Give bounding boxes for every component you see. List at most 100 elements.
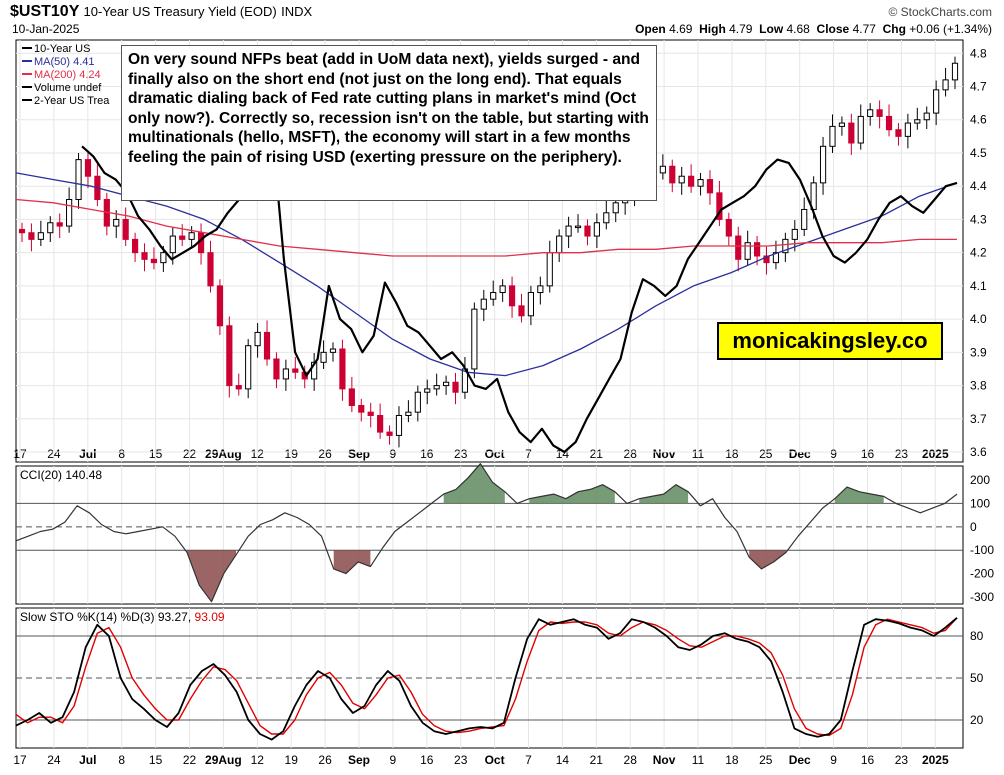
price-candle-body: [490, 292, 497, 300]
price-candle-body: [367, 411, 374, 416]
x-tick-label-bottom: 21: [590, 753, 604, 767]
close-label: Close: [816, 22, 850, 36]
x-tick-label-bottom: 17: [13, 753, 27, 767]
price-candle-body: [339, 348, 346, 390]
price-candle-body: [122, 218, 129, 240]
price-candle-body: [838, 122, 846, 127]
price-candle-body: [556, 235, 563, 254]
price-candle-body: [179, 235, 186, 240]
x-tick-label: Jul: [79, 447, 96, 461]
x-tick-label: 28: [624, 447, 638, 461]
ma200-line: [15, 198, 957, 257]
price-candle-body: [18, 228, 26, 234]
price-candle-body: [188, 232, 195, 240]
brand-label: © StockCharts.com: [888, 5, 992, 19]
x-tick-label-bottom: 29Aug: [205, 753, 242, 767]
close-value: 4.77: [852, 22, 876, 36]
x-tick-label-bottom: Jul: [79, 753, 96, 767]
price-candle-body: [706, 179, 714, 194]
x-tick-label-bottom: 24: [47, 753, 61, 767]
x-tick-label: 24: [47, 447, 61, 461]
price-candle-body: [113, 218, 120, 227]
x-tick-label-bottom: 22: [183, 753, 197, 767]
x-tick-label-bottom: 25: [759, 753, 773, 767]
price-candle-body: [584, 225, 591, 237]
price-candle-body: [452, 381, 459, 393]
x-tick-label: 22: [183, 447, 197, 461]
x-tick-label-bottom: 2025: [922, 753, 949, 767]
price-y-tick: 3.9: [970, 345, 987, 359]
x-tick-label: Oct: [485, 447, 505, 461]
price-candle-body: [235, 385, 242, 390]
price-candle-body: [480, 298, 487, 310]
price-candle-body: [329, 348, 337, 353]
x-tick-label: 19: [285, 447, 299, 461]
price-candle-body: [216, 285, 224, 327]
price-candle-body: [923, 112, 930, 121]
exchange-label: INDX: [281, 4, 313, 19]
two-year-line: [81, 85, 958, 454]
price-candle-body: [810, 182, 817, 210]
x-tick-label: 21: [590, 447, 604, 461]
price-candle-body: [414, 391, 421, 413]
x-tick-label: 29Aug: [205, 447, 242, 461]
x-tick-label: Dec: [789, 447, 811, 461]
price-candle-body: [565, 225, 572, 237]
cci-fill-positive: [639, 484, 689, 504]
price-y-tick: 4.1: [970, 279, 987, 293]
price-candle-body: [725, 218, 732, 237]
x-tick-label: 2025: [922, 447, 949, 461]
price-candle-body: [914, 119, 921, 124]
x-tick-label: 16: [420, 447, 434, 461]
price-candle-body: [772, 252, 780, 264]
x-tick-label: 9: [830, 447, 837, 461]
chg-label: Chg: [882, 22, 906, 36]
ma50-line: [15, 172, 958, 377]
price-candle-body: [933, 89, 940, 114]
price-y-tick: 4.4: [970, 179, 987, 193]
price-candle-body: [207, 252, 214, 287]
cci-fill-positive: [834, 487, 884, 504]
price-candle-body: [150, 258, 158, 264]
price-candle-body: [75, 159, 82, 200]
price-candle-body: [471, 308, 478, 370]
legend-volume-label: Volume undef: [34, 82, 102, 94]
x-tick-label: 15: [149, 447, 163, 461]
cci-fill-positive: [529, 484, 615, 504]
cci-y-tick: -200: [970, 567, 994, 581]
x-tick-label: 26: [318, 447, 332, 461]
cci-fill-positive: [443, 463, 505, 504]
x-tick-label: 25: [759, 447, 773, 461]
open-value: 4.69: [669, 22, 693, 36]
price-candle-body: [131, 238, 139, 254]
price-candle-body: [37, 232, 44, 240]
legend-two-year-label: 2-Year US Trea: [34, 95, 110, 107]
price-candle-body: [942, 79, 949, 91]
price-candle-body: [84, 159, 92, 177]
legend-ma50-label: MA(50) 4.41: [34, 56, 95, 68]
x-tick-label-bottom: 11: [692, 753, 705, 767]
x-tick-label: Nov: [653, 447, 676, 461]
high-label: High: [699, 22, 726, 36]
price-candle-body: [226, 325, 233, 387]
price-candle-body: [66, 198, 73, 227]
cci-fill-negative: [749, 550, 786, 569]
x-tick-label-bottom: 23: [895, 753, 909, 767]
x-tick-label: 12: [251, 447, 265, 461]
price-candle-body: [885, 115, 893, 131]
cci-title: CCI(20) 140.48: [20, 468, 102, 482]
price-candle-body: [593, 222, 600, 237]
x-tick-label: 7: [525, 447, 532, 461]
x-tick-label-bottom: 23: [454, 753, 468, 767]
x-tick-label-bottom: 16: [420, 753, 434, 767]
x-tick-label-bottom: 7: [525, 753, 532, 767]
price-candle-body: [28, 232, 35, 240]
price-candle-body: [358, 405, 365, 413]
sto-y-tick: 50: [970, 671, 984, 685]
cci-y-tick: 100: [970, 496, 990, 510]
price-candle-body: [442, 381, 450, 387]
low-label: Low: [759, 22, 784, 36]
price-candle-body: [527, 292, 535, 317]
legend-price-label: 10-Year US: [34, 43, 90, 55]
price-candle-body: [141, 252, 148, 260]
